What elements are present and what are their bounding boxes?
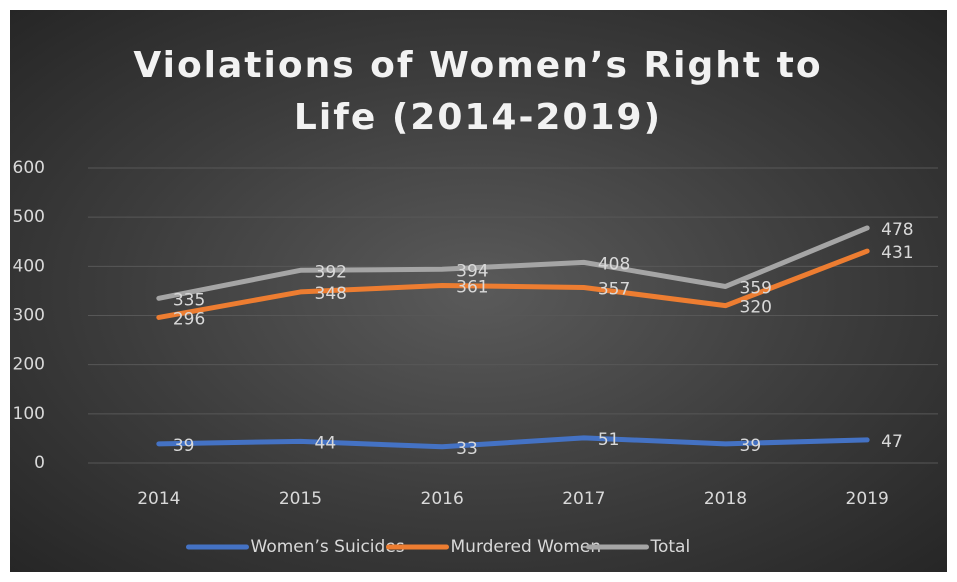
data-label: 392 [315,262,347,282]
data-label: 33 [456,439,478,459]
data-label: 39 [740,436,762,456]
y-tick-label: 600 [13,158,45,178]
x-tick-label: 2016 [421,489,464,509]
data-label: 335 [173,290,205,310]
series-line [156,225,870,301]
data-label: 431 [881,243,913,263]
y-tick-label: 0 [34,453,45,473]
legend-label: Murdered Women [451,537,602,557]
series-line [156,248,870,320]
data-label: 359 [740,278,772,298]
y-tick-label: 400 [13,256,45,276]
chart: 0 100 200 300 400 500 600 2014 2015 2016 2017 2018 2… [13,158,938,557]
data-label: 44 [315,433,337,453]
data-label: 47 [881,432,903,452]
y-tick-label: 100 [13,404,45,424]
y-tick-label: 500 [13,207,45,227]
data-label: 394 [456,261,488,281]
data-label: 357 [598,279,630,299]
data-label: 320 [740,298,772,318]
data-label: 296 [173,309,205,329]
x-tick-label: 2018 [704,489,747,509]
x-tick-label: 2015 [279,489,322,509]
data-label: 348 [315,284,347,304]
data-label: 51 [598,430,620,450]
series-line [156,435,870,450]
chart-frame: Violations of Women’s Right to Life (201… [10,10,947,572]
legend-label: Total [650,537,691,557]
data-label: 408 [598,254,630,274]
x-tick-label: 2017 [562,489,605,509]
data-label: 361 [456,278,488,298]
data-label: 478 [881,220,913,240]
chart-title: Violations of Women’s Right to Life (201… [133,45,823,138]
x-tick-label: 2014 [137,489,180,509]
x-tick-label: 2019 [846,489,889,509]
y-tick-label: 300 [13,306,45,326]
data-label: 39 [173,436,195,456]
legend-label: Women’s Suicides [251,537,405,557]
y-tick-label: 200 [13,355,45,375]
